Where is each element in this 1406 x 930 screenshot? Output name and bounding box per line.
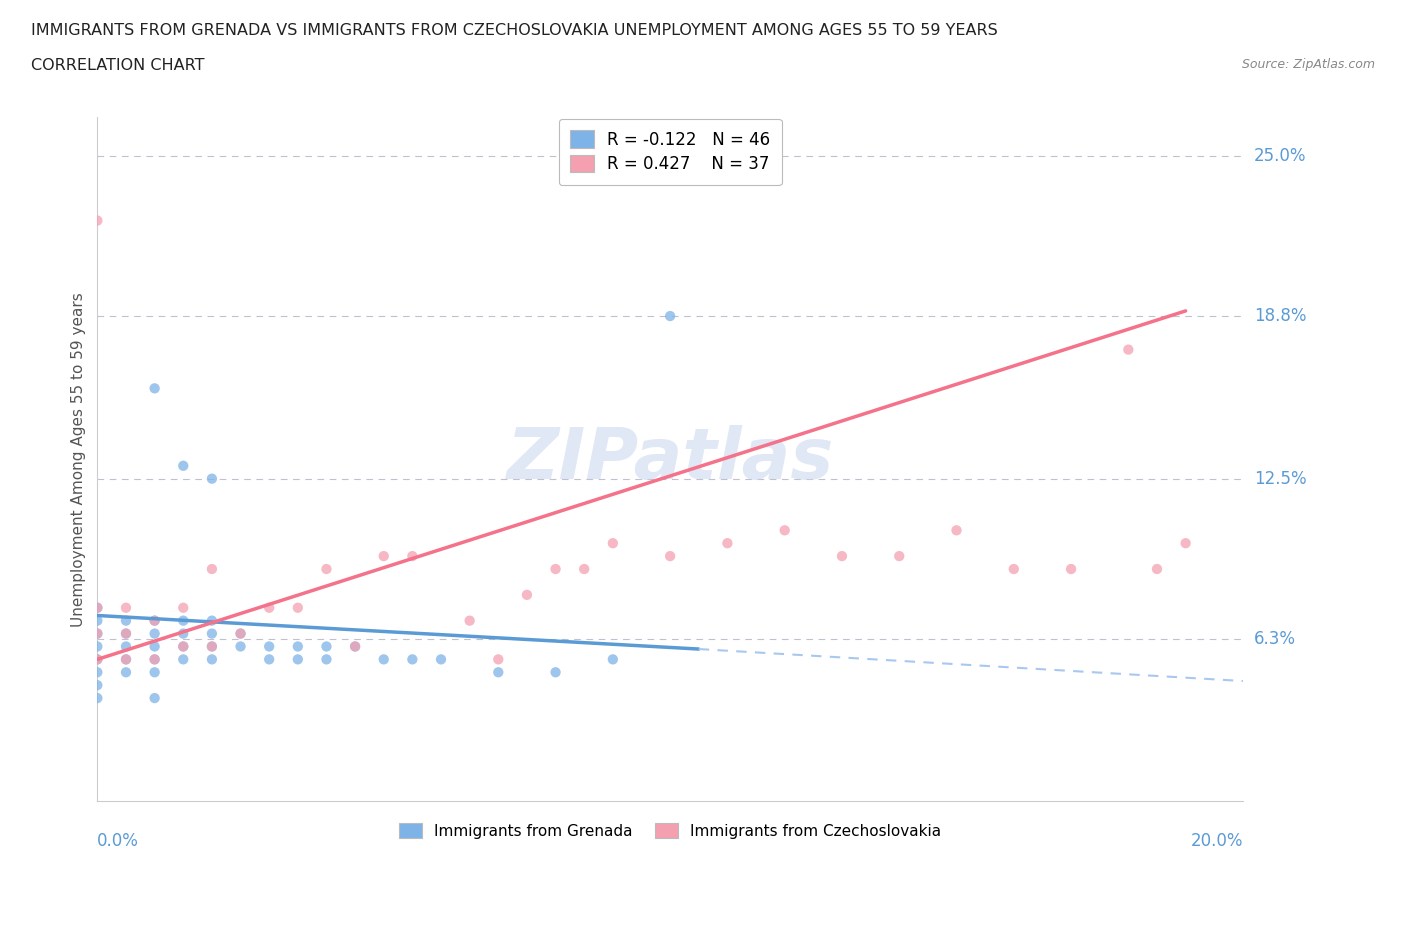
- Point: [172, 600, 194, 615]
- Text: 18.8%: 18.8%: [1254, 307, 1306, 326]
- Text: 6.3%: 6.3%: [1254, 630, 1296, 647]
- Point: [1174, 536, 1197, 551]
- Point: [172, 458, 194, 473]
- Point: [143, 652, 166, 667]
- Point: [430, 652, 453, 667]
- Point: [115, 639, 138, 654]
- Point: [831, 549, 853, 564]
- Point: [602, 652, 624, 667]
- Point: [401, 652, 423, 667]
- Point: [201, 639, 224, 654]
- Point: [1118, 342, 1140, 357]
- Y-axis label: Unemployment Among Ages 55 to 59 years: Unemployment Among Ages 55 to 59 years: [72, 292, 86, 627]
- Point: [86, 600, 108, 615]
- Legend: Immigrants from Grenada, Immigrants from Czechoslovakia: Immigrants from Grenada, Immigrants from…: [392, 817, 948, 845]
- Point: [115, 652, 138, 667]
- Point: [172, 613, 194, 628]
- Point: [229, 626, 252, 641]
- Text: 12.5%: 12.5%: [1254, 470, 1306, 487]
- Text: 0.0%: 0.0%: [97, 832, 139, 850]
- Point: [659, 309, 682, 324]
- Point: [516, 588, 538, 603]
- Point: [344, 639, 367, 654]
- Point: [287, 600, 309, 615]
- Point: [257, 652, 280, 667]
- Point: [315, 562, 337, 577]
- Point: [115, 626, 138, 641]
- Point: [773, 523, 796, 538]
- Point: [143, 613, 166, 628]
- Point: [201, 613, 224, 628]
- Point: [86, 613, 108, 628]
- Point: [86, 691, 108, 706]
- Point: [257, 639, 280, 654]
- Point: [201, 562, 224, 577]
- Point: [287, 652, 309, 667]
- Point: [716, 536, 738, 551]
- Point: [344, 639, 367, 654]
- Point: [373, 549, 395, 564]
- Point: [659, 549, 682, 564]
- Point: [115, 626, 138, 641]
- Point: [1146, 562, 1168, 577]
- Point: [1060, 562, 1083, 577]
- Point: [486, 665, 509, 680]
- Point: [172, 639, 194, 654]
- Point: [143, 652, 166, 667]
- Point: [172, 626, 194, 641]
- Point: [229, 639, 252, 654]
- Point: [143, 381, 166, 396]
- Point: [287, 639, 309, 654]
- Point: [373, 652, 395, 667]
- Point: [86, 626, 108, 641]
- Point: [889, 549, 911, 564]
- Point: [315, 639, 337, 654]
- Point: [86, 652, 108, 667]
- Point: [945, 523, 967, 538]
- Text: 25.0%: 25.0%: [1254, 147, 1306, 165]
- Point: [602, 536, 624, 551]
- Point: [1002, 562, 1025, 577]
- Point: [201, 472, 224, 486]
- Point: [115, 665, 138, 680]
- Text: ZIPatlas: ZIPatlas: [506, 425, 834, 494]
- Point: [115, 613, 138, 628]
- Point: [458, 613, 481, 628]
- Point: [201, 626, 224, 641]
- Text: 20.0%: 20.0%: [1191, 832, 1243, 850]
- Point: [544, 562, 567, 577]
- Point: [229, 626, 252, 641]
- Point: [86, 652, 108, 667]
- Text: IMMIGRANTS FROM GRENADA VS IMMIGRANTS FROM CZECHOSLOVAKIA UNEMPLOYMENT AMONG AGE: IMMIGRANTS FROM GRENADA VS IMMIGRANTS FR…: [31, 23, 998, 38]
- Point: [574, 562, 596, 577]
- Point: [143, 613, 166, 628]
- Point: [172, 652, 194, 667]
- Point: [143, 665, 166, 680]
- Point: [143, 691, 166, 706]
- Point: [86, 678, 108, 693]
- Point: [143, 626, 166, 641]
- Point: [544, 665, 567, 680]
- Point: [143, 639, 166, 654]
- Point: [86, 639, 108, 654]
- Point: [401, 549, 423, 564]
- Text: Source: ZipAtlas.com: Source: ZipAtlas.com: [1241, 58, 1375, 71]
- Point: [115, 600, 138, 615]
- Point: [115, 652, 138, 667]
- Point: [86, 665, 108, 680]
- Point: [315, 652, 337, 667]
- Point: [172, 639, 194, 654]
- Point: [201, 639, 224, 654]
- Text: CORRELATION CHART: CORRELATION CHART: [31, 58, 204, 73]
- Point: [486, 652, 509, 667]
- Point: [201, 652, 224, 667]
- Point: [86, 600, 108, 615]
- Point: [86, 213, 108, 228]
- Point: [86, 626, 108, 641]
- Point: [257, 600, 280, 615]
